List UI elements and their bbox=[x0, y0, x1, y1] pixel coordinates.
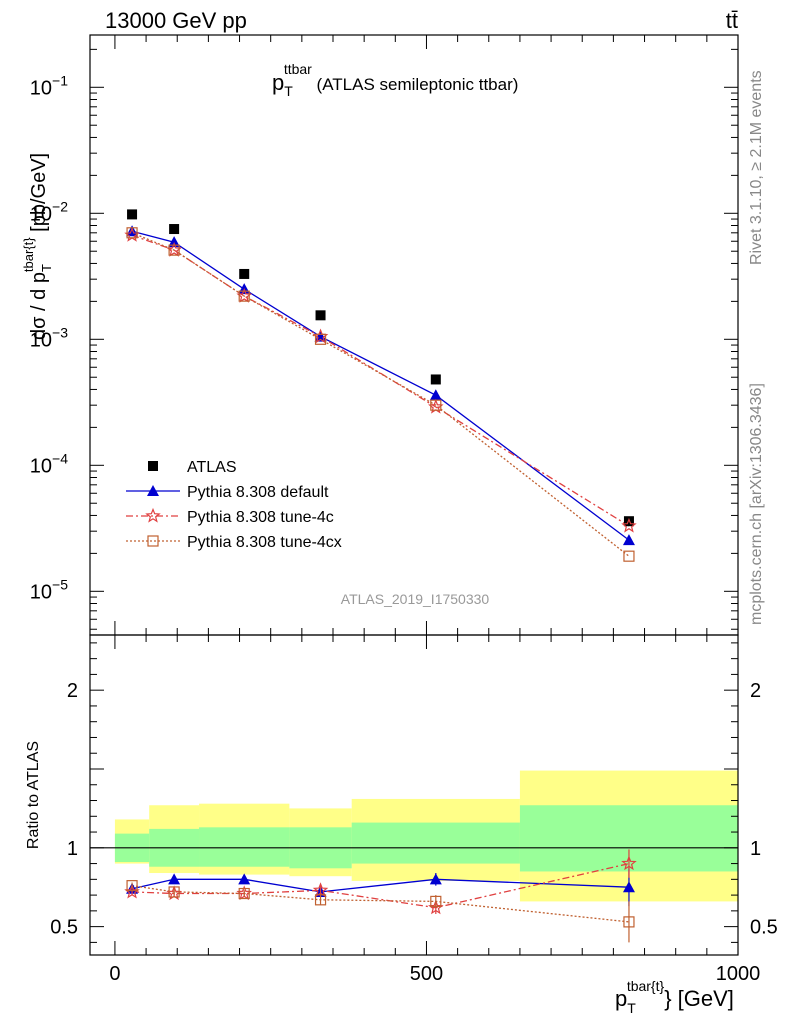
series-2-line bbox=[131, 234, 630, 527]
series-3-ratio-point-5 bbox=[623, 916, 635, 928]
y-tick-label--5: 10−5 bbox=[30, 576, 68, 603]
series-1-line bbox=[131, 230, 630, 541]
legend-label-0: ATLAS bbox=[187, 459, 237, 476]
series-0-point-0 bbox=[127, 209, 138, 220]
legend-marker-3 bbox=[147, 535, 159, 547]
series-1-point-1 bbox=[168, 236, 181, 248]
title-rest: (ATLAS semileptonic ttbar) bbox=[312, 75, 519, 94]
x-tick-label-500: 500 bbox=[410, 963, 443, 985]
series-1-ratio-point-2 bbox=[238, 873, 251, 885]
legend-marker-0 bbox=[148, 461, 158, 471]
series-3-point-3 bbox=[314, 333, 327, 345]
series-0-point-1 bbox=[169, 224, 180, 235]
tick-labels: 0 500 1000 10−5 10−4 10−3 10−2 10−1 0.5 0.5 1 1 2 2 bbox=[30, 72, 778, 985]
legend-label-1: Pythia 8.308 default bbox=[187, 484, 329, 501]
ratio-series-points bbox=[124, 849, 637, 943]
ratio-y-tick-label-right-0.5: 0.5 bbox=[750, 917, 778, 939]
series-0-point-5 bbox=[623, 516, 634, 527]
series-3-ratio-point-3 bbox=[314, 894, 327, 906]
header-process-label: tt̄ bbox=[726, 8, 738, 33]
ratio-series-lines bbox=[131, 862, 630, 923]
title-sub: T bbox=[284, 83, 293, 99]
x-tick-label-0: 0 bbox=[109, 963, 120, 985]
series-0-point-4 bbox=[430, 374, 441, 385]
series-1-point-5 bbox=[622, 534, 635, 546]
legend-label-2: Pythia 8.308 tune-4c bbox=[187, 509, 334, 526]
ratio-y-axis-label: Ratio to ATLAS bbox=[25, 741, 42, 849]
title-sup: ttbar bbox=[284, 61, 312, 77]
series-1-ratio-point-5 bbox=[622, 881, 635, 893]
series-2-ratio-point-3 bbox=[312, 882, 329, 897]
ratio-y-tick-label-right-2: 2 bbox=[750, 680, 761, 702]
series-3-ratio-point-0 bbox=[126, 880, 138, 892]
chart-title: pTttbar (ATLAS semileptonic ttbar) bbox=[272, 61, 518, 99]
series-0-point-3 bbox=[315, 310, 326, 321]
y-tick-label--1: 10−1 bbox=[30, 72, 68, 99]
ratio-uncertainty-bands bbox=[90, 770, 738, 902]
ratio-panel-frame bbox=[89, 634, 739, 956]
rivet-version-label: Rivet 3.1.10, ≥ 2.1M events bbox=[748, 70, 765, 265]
ratio-y-tick-label-left-1: 1 bbox=[67, 838, 78, 860]
legend: ATLAS Pythia 8.308 default Pythia 8.308 tu… bbox=[126, 459, 342, 551]
ratio-y-tick-label-left-2: 2 bbox=[67, 680, 78, 702]
series-3-point-0 bbox=[126, 227, 138, 239]
series-3-point-4 bbox=[430, 399, 442, 411]
series-0-point-2 bbox=[239, 268, 250, 279]
series-1-point-4 bbox=[429, 389, 442, 401]
title-main: p bbox=[272, 70, 284, 95]
series-1-ratio-line bbox=[131, 878, 630, 893]
header-energy-label: 13000 GeV pp bbox=[105, 8, 247, 33]
y-tick-label--2: 10−2 bbox=[30, 198, 68, 225]
y-axis-label: dσ / d pTtbar{t} [pb/GeV] bbox=[21, 153, 54, 340]
ratio-y-tick-label-right-1: 1 bbox=[750, 838, 761, 860]
series-3-line bbox=[131, 232, 630, 557]
axis-ticks bbox=[90, 35, 739, 955]
x-tick-label-1000: 1000 bbox=[716, 963, 761, 985]
series-3-point-2 bbox=[238, 290, 250, 302]
ratio-y-tick-label-left-0.5: 0.5 bbox=[50, 917, 78, 939]
legend-label-3: Pythia 8.308 tune-4cx bbox=[187, 534, 342, 551]
mcplots-label: mcplots.cern.ch [arXiv:1306.3436] bbox=[748, 383, 765, 625]
series-3-ratio-point-2 bbox=[238, 887, 250, 900]
analysis-watermark: ATLAS_2019_I1750330 bbox=[341, 591, 490, 607]
series-1-ratio-point-1 bbox=[168, 873, 181, 885]
legend-marker-1 bbox=[147, 485, 159, 496]
series-3-point-1 bbox=[168, 244, 180, 256]
y-tick-label--3: 10−3 bbox=[30, 324, 68, 351]
series-2-point-5 bbox=[621, 517, 637, 533]
x-axis-label: pTtbar{t}} [GeV] bbox=[615, 978, 734, 1016]
series-3-point-5 bbox=[623, 550, 635, 562]
inner-band-bin-4 bbox=[351, 822, 520, 864]
series-2-ratio-line bbox=[132, 862, 630, 909]
inner-band-bin-2 bbox=[199, 827, 290, 867]
main-series-points bbox=[124, 209, 637, 562]
series-2-ratio-point-5 bbox=[621, 855, 637, 871]
series-3-ratio-point-1 bbox=[168, 886, 180, 898]
series-3-ratio-point-4 bbox=[430, 895, 442, 908]
main-series-lines bbox=[131, 230, 630, 557]
legend-marker-2 bbox=[145, 507, 161, 523]
series-1-ratio-point-4 bbox=[429, 873, 442, 885]
y-tick-label--4: 10−4 bbox=[30, 450, 68, 477]
series-3-ratio-line bbox=[132, 884, 630, 923]
